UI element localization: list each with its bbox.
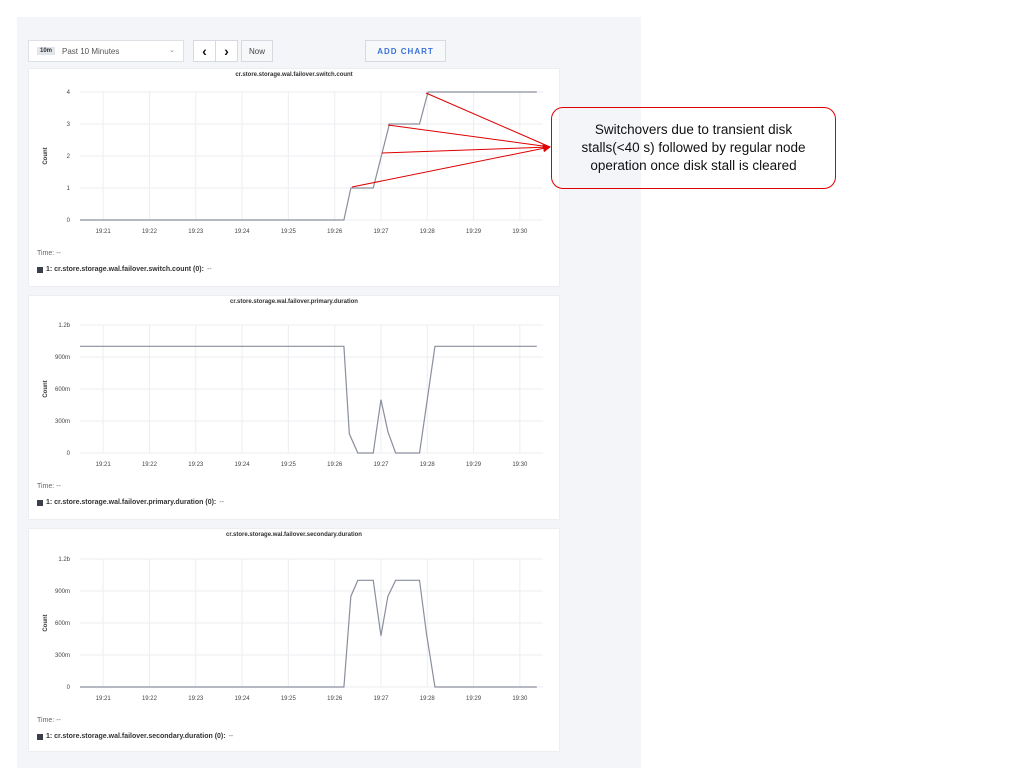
chart-plot: 0 300m 600m 900m 1.2b 19:21 19:22 19:23 19:24 19:… (43, 557, 543, 702)
x-tick-label: 19:29 (466, 462, 482, 468)
time-readout: Time: -- (37, 483, 61, 490)
y-tick-label: 1 (67, 186, 71, 192)
legend-label: 1: cr.store.storage.wal.failover.primary… (46, 499, 217, 506)
x-tick-label: 19:24 (235, 229, 251, 235)
previous-button[interactable]: ‹ (193, 40, 216, 62)
y-tick-label: 1.2b (58, 557, 70, 563)
time-label: Time: (37, 250, 55, 257)
legend-item[interactable]: 1: cr.store.storage.wal.failover.primary… (37, 499, 224, 506)
y-axis-label: Count (43, 380, 49, 397)
series-line (80, 91, 537, 221)
legend-swatch (37, 499, 43, 506)
legend-label: 1: cr.store.storage.wal.failover.switch.… (46, 266, 204, 273)
chart-plot: 0 300m 600m 900m 1.2b 19:21 19:22 19:23 19:24 19:… (43, 323, 543, 468)
x-tick-label: 19:30 (512, 229, 528, 235)
y-axis-label: Count (43, 614, 49, 631)
y-tick-label: 1.2b (58, 323, 70, 329)
legend-value: -- (228, 733, 234, 740)
time-readout: Time: -- (37, 250, 61, 257)
y-tick-label: 600m (55, 621, 70, 627)
y-tick-label: 4 (67, 90, 71, 96)
time-value: -- (56, 483, 61, 490)
time-label: Time: (37, 483, 55, 490)
annotation-callout: Switchovers due to transient disk stalls… (551, 107, 836, 189)
range-label: Past 10 Minutes (62, 47, 120, 56)
x-tick-label: 19:27 (373, 229, 389, 235)
y-tick-label: 900m (55, 589, 70, 595)
time-value: -- (56, 717, 61, 724)
y-tick-label: 3 (67, 122, 71, 128)
add-chart-button[interactable]: ADD CHART (365, 40, 446, 62)
x-tick-label: 19:24 (235, 462, 251, 468)
legend-swatch (37, 733, 43, 740)
y-tick-label: 2 (67, 154, 71, 160)
x-tick-label: 19:23 (188, 696, 204, 702)
x-tick-label: 19:26 (327, 229, 343, 235)
x-tick-label: 19:27 (373, 696, 389, 702)
time-value: -- (56, 250, 61, 257)
x-tick-label: 19:23 (188, 462, 204, 468)
y-tick-label: 300m (55, 419, 70, 425)
chart-plot: 0 1 2 3 4 19:21 19:22 19:23 19:24 19:25 19:26 19:27… (43, 90, 543, 235)
y-tick-label: 0 (67, 451, 71, 457)
time-readout: Time: -- (37, 717, 61, 724)
x-tick-label: 19:29 (466, 229, 482, 235)
time-range-dropdown[interactable]: 10m Past 10 Minutes ⌄ (28, 40, 184, 62)
legend-value: -- (206, 266, 212, 273)
series-line (80, 579, 537, 688)
y-tick-label: 0 (67, 685, 71, 691)
chart-panel-primary-duration: cr.store.storage.wal.failover.primary.du… (28, 295, 560, 520)
range-badge: 10m (37, 47, 56, 55)
x-tick-label: 19:21 (96, 696, 112, 702)
y-axis-label: Count (43, 147, 49, 164)
y-tick-label: 900m (55, 355, 70, 361)
chevron-right-icon: › (224, 43, 229, 59)
x-tick-label: 19:22 (142, 696, 158, 702)
legend-swatch (37, 266, 43, 273)
x-tick-label: 19:30 (512, 696, 528, 702)
x-tick-label: 19:29 (466, 696, 482, 702)
legend-label: 1: cr.store.storage.wal.failover.seconda… (46, 733, 226, 740)
legend-item[interactable]: 1: cr.store.storage.wal.failover.seconda… (37, 733, 233, 740)
x-tick-label: 19:22 (142, 462, 158, 468)
x-tick-label: 19:25 (281, 462, 297, 468)
x-tick-label: 19:21 (96, 462, 112, 468)
chevron-down-icon: ⌄ (169, 47, 175, 54)
chevron-left-icon: ‹ (202, 43, 207, 59)
chart-title: cr.store.storage.wal.failover.switch.cou… (235, 72, 353, 78)
y-tick-label: 600m (55, 387, 70, 393)
x-tick-label: 19:28 (420, 462, 436, 468)
x-tick-label: 19:22 (142, 229, 158, 235)
y-tick-label: 300m (55, 653, 70, 659)
time-label: Time: (37, 717, 55, 724)
chart-title: cr.store.storage.wal.failover.primary.du… (230, 299, 358, 305)
series-line (80, 345, 537, 454)
now-button[interactable]: Now (241, 40, 273, 62)
y-tick-label: 0 (67, 218, 71, 224)
chart-panel-switch-count: cr.store.storage.wal.failover.switch.cou… (28, 68, 560, 287)
x-tick-label: 19:30 (512, 462, 528, 468)
x-tick-label: 19:28 (420, 229, 436, 235)
x-tick-label: 19:28 (420, 696, 436, 702)
annotation-arrow (425, 92, 551, 148)
x-tick-label: 19:24 (235, 696, 251, 702)
x-tick-label: 19:26 (327, 696, 343, 702)
next-button[interactable]: › (215, 40, 238, 62)
x-tick-label: 19:26 (327, 462, 343, 468)
x-tick-label: 19:27 (373, 462, 389, 468)
legend-value: -- (219, 499, 224, 506)
legend-item[interactable]: 1: cr.store.storage.wal.failover.switch.… (37, 266, 212, 273)
chart-title: cr.store.storage.wal.failover.secondary.… (226, 532, 362, 538)
x-tick-label: 19:23 (188, 229, 204, 235)
chart-panel-secondary-duration: cr.store.storage.wal.failover.secondary.… (28, 528, 560, 752)
x-tick-label: 19:21 (96, 229, 112, 235)
annotation-arrow (351, 144, 551, 188)
x-tick-label: 19:25 (281, 229, 297, 235)
x-tick-label: 19:25 (281, 696, 297, 702)
annotation-arrow (387, 124, 551, 148)
annotation-arrow (381, 146, 551, 154)
